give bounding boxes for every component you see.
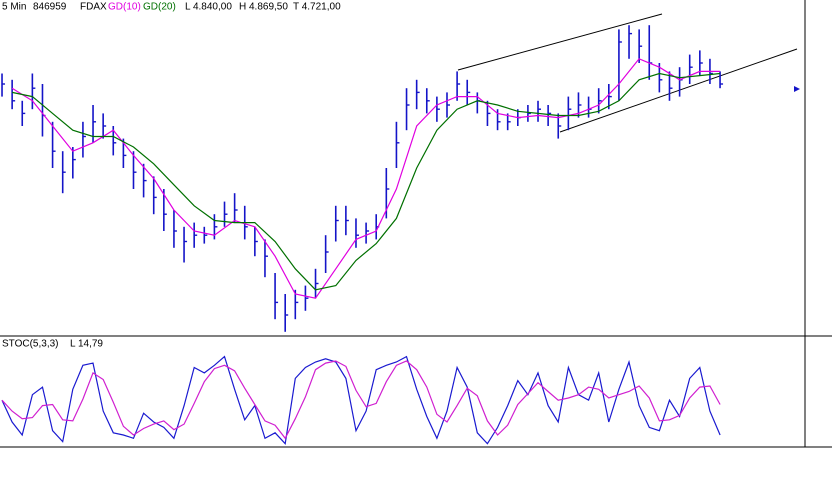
legend-entry: GD(10) [108, 2, 141, 13]
series-line [11, 58, 721, 299]
header-stat: L 14,79 [70, 339, 103, 350]
series-line [11, 72, 721, 291]
panel-title: STOC(5,3,3) [2, 339, 59, 350]
header-annotation: 846959 [33, 2, 67, 13]
labels-layer: 5 Min 846959 FDAX GD(10) GD(20) L 4.840,00 H 4… [2, 2, 341, 350]
header-annotation: FDAX [80, 2, 107, 13]
header-stat: H 4.869,50 [239, 2, 288, 13]
trend-line-upper [457, 13, 663, 71]
series-line [1, 355, 721, 446]
trend-line-lower [559, 48, 798, 133]
panel-title: 5 Min [2, 2, 26, 13]
series-line [1, 360, 721, 440]
price-marker [794, 86, 800, 92]
legend-entry: GD(20) [143, 2, 176, 13]
header-stat: T 4.721,00 [293, 2, 341, 13]
marks-layer [1, 25, 724, 446]
header-stat: L 4.840,00 [185, 2, 232, 13]
